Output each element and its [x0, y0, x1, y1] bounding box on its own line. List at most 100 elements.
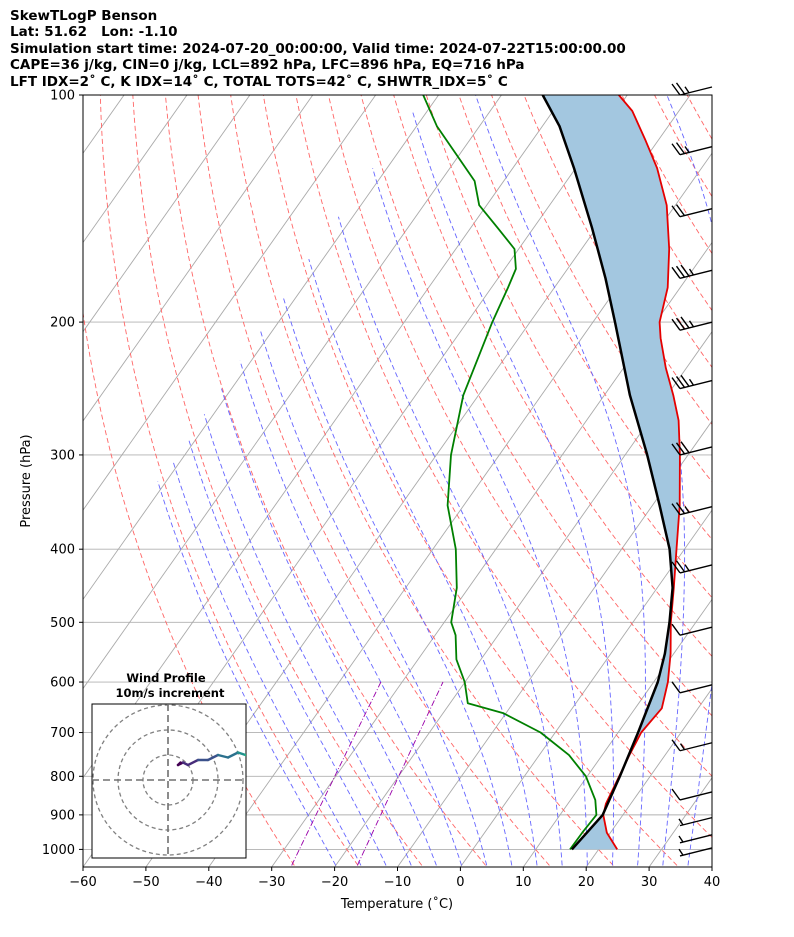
moist-adiabat-line	[308, 258, 538, 866]
dry-adiabat-line	[360, 95, 712, 717]
isotherm-line	[775, 95, 794, 867]
isotherm-line	[83, 95, 439, 601]
x-tick-label: 20	[578, 875, 595, 890]
wind-barb	[671, 82, 713, 96]
wind-profile-inset: Wind Profile 10m/s increment	[91, 671, 266, 859]
x-tick-label: −60	[69, 875, 96, 890]
dry-adiabat-line	[165, 95, 486, 866]
isotherm-line	[334, 330, 712, 867]
y-tick-label: 500	[50, 616, 75, 631]
x-tick-label: 40	[704, 875, 721, 890]
moist-adiabat-line	[203, 414, 412, 866]
dry-adiabat-line	[425, 95, 712, 599]
cape-area	[542, 95, 680, 850]
wind-barbs	[671, 82, 713, 857]
dry-adiabat-line	[99, 95, 359, 866]
hodograph-segment	[253, 753, 258, 756]
dry-adiabat-line	[742, 78, 794, 865]
moist-adiabat-line	[157, 481, 337, 866]
wind-barb	[671, 441, 713, 456]
y-axis-ticks: 1000 900 800 700 600 500 400 300 200 100	[42, 89, 83, 858]
wind-barb	[678, 847, 713, 857]
moist-adiabat-line	[259, 330, 488, 866]
isotherm-line	[460, 509, 712, 867]
cape-fill	[542, 95, 680, 850]
y-tick-label: 800	[50, 770, 75, 785]
isotherm-line	[271, 241, 712, 867]
hodograph-segment	[263, 755, 266, 758]
dry-adiabat-line	[230, 95, 614, 866]
dry-adiabat-line	[393, 95, 712, 658]
y-tick-label: 200	[50, 316, 75, 331]
isotherm-line	[83, 95, 377, 511]
x-tick-label: −30	[258, 875, 285, 890]
x-tick-label: −50	[132, 875, 159, 890]
dry-adiabat-line	[710, 78, 794, 865]
x-axis-label: Temperature (˚C)	[340, 896, 453, 912]
dry-adiabat-line	[621, 95, 712, 255]
moist-adiabat-line	[372, 167, 588, 866]
moist-adiabat-line	[172, 460, 362, 866]
parcel-line	[541, 95, 674, 851]
profile-series	[422, 95, 681, 851]
x-tick-label: −40	[195, 875, 222, 890]
y-tick-label: 400	[50, 543, 75, 558]
simulation-times: Simulation start time: 2024-07-20_00:00:…	[10, 40, 626, 57]
mixing-ratio-line	[291, 681, 382, 866]
wind-barb	[671, 264, 713, 280]
wind-barb	[671, 316, 713, 331]
wind-barb	[671, 204, 713, 218]
wind-barb	[671, 142, 713, 156]
reference-lines	[83, 78, 794, 866]
wind-barb	[671, 623, 713, 636]
isotherm-line	[83, 95, 502, 690]
moist-adiabat-line	[282, 296, 513, 866]
hodograph-segment	[261, 753, 264, 758]
y-tick-label: 700	[50, 726, 75, 741]
dry-adiabat-line	[197, 95, 550, 866]
chart-header: SkewTLogP Benson Lat: 51.62 Lon: -1.10 Sim…	[10, 8, 626, 90]
isotherm-line	[522, 598, 712, 867]
x-tick-label: 30	[641, 875, 658, 890]
moist-adiabat-line	[337, 216, 563, 866]
dewpoint-line	[422, 95, 598, 850]
hodograph-segment	[186, 758, 200, 767]
moist-adiabat-line	[221, 388, 437, 866]
station-coordinates: Lat: 51.62 Lon: -1.10	[10, 24, 178, 41]
wind-barb	[671, 560, 713, 574]
hodograph-segment	[206, 753, 220, 762]
wind-barb	[671, 739, 713, 752]
inset-title: Wind Profile	[126, 671, 206, 685]
y-axis-label: Pressure (hPa)	[19, 434, 34, 527]
wind-barb	[678, 816, 713, 827]
x-tick-label: 10	[515, 875, 532, 890]
x-tick-label: −20	[321, 875, 348, 890]
inset-subtitle: 10m/s increment	[116, 686, 225, 700]
hodograph-segment	[226, 751, 240, 759]
x-tick-label: −10	[384, 875, 411, 890]
y-tick-label: 100	[50, 89, 75, 104]
wind-barb	[678, 834, 713, 844]
y-tick-label: 600	[50, 676, 75, 691]
hodograph-segment	[236, 751, 246, 757]
isotherm-line	[711, 866, 712, 867]
stability-indices-1: CAPE=36 j/kg, CIN=0 j/kg, LCL=892 hPa, L…	[10, 57, 525, 74]
wind-barb	[671, 681, 713, 694]
x-tick-label: 0	[456, 875, 464, 890]
moist-adiabat-line	[239, 360, 462, 866]
dry-adiabat-line	[295, 95, 712, 838]
station-title: SkewTLogP Benson	[10, 8, 158, 24]
dry-adiabat-line	[262, 95, 678, 866]
moist-adiabat-line	[713, 95, 794, 865]
y-tick-label: 900	[50, 808, 75, 823]
hodograph-segment	[216, 753, 230, 759]
moist-adiabat-line	[411, 110, 615, 866]
y-tick-label: 1000	[42, 843, 75, 858]
stability-indices-2: LFT IDX=2˚ C, K IDX=14˚ C, TOTAL TOTS=42…	[10, 73, 508, 90]
isotherm-line	[83, 95, 314, 422]
dry-adiabat-line	[132, 95, 423, 866]
moist-adiabat-line	[738, 95, 794, 865]
isotherm-line	[83, 95, 188, 244]
dry-adiabat-line	[775, 78, 794, 865]
